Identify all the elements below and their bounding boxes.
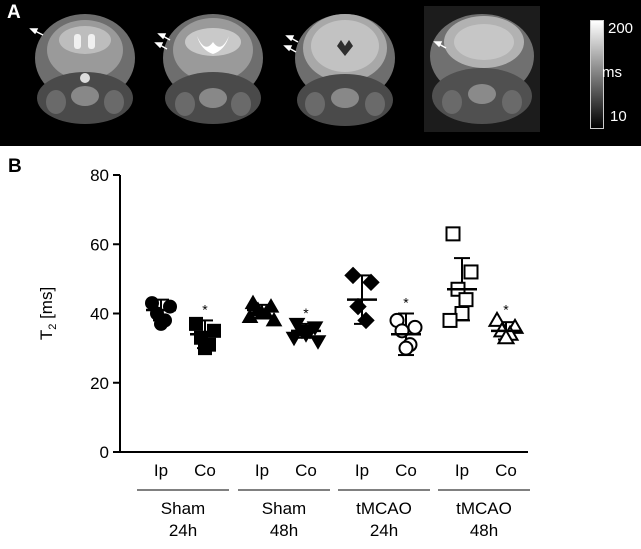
group-2-ip-point bbox=[265, 311, 283, 327]
mri-scan-panel: A bbox=[0, 0, 641, 146]
mri-scan-tmcao-24h bbox=[295, 14, 395, 126]
x-tick-label: Ip bbox=[355, 461, 369, 480]
group-label-line2: 24h bbox=[169, 521, 197, 540]
group-label-line2: 48h bbox=[470, 521, 498, 540]
y-tick-label: 40 bbox=[90, 305, 109, 324]
group-3-ip-point bbox=[357, 311, 375, 330]
x-tick-label: Ip bbox=[455, 461, 469, 480]
arrow-icon bbox=[154, 42, 164, 49]
x-tick-label: Ip bbox=[154, 461, 168, 480]
group-label-line2: 24h bbox=[370, 521, 398, 540]
group-1-co-point bbox=[189, 316, 203, 331]
arrow-icon bbox=[283, 45, 293, 52]
group-2-ip-point bbox=[241, 308, 259, 323]
group-label-line2: 48h bbox=[270, 521, 298, 540]
panel-a-label: A bbox=[7, 2, 21, 23]
y-axis-label: T2 [ms] bbox=[37, 287, 59, 340]
x-tick-label: Ip bbox=[255, 461, 269, 480]
arrow-icon bbox=[157, 33, 167, 40]
colorbar-unit-label: ms bbox=[602, 64, 622, 81]
group-label-line1: tMCAO bbox=[356, 499, 412, 518]
group-4-co-point bbox=[496, 328, 516, 345]
group-2-co-significance-label: * bbox=[303, 305, 309, 321]
group-4-co-point bbox=[487, 310, 507, 327]
lesion-arrows bbox=[29, 28, 447, 53]
group-label-line1: tMCAO bbox=[456, 499, 512, 518]
x-tick-label: Co bbox=[495, 461, 517, 480]
arrow-icon bbox=[433, 41, 443, 48]
group-3-co-significance-label: * bbox=[403, 295, 409, 311]
group-4-co-significance-label: * bbox=[503, 301, 509, 317]
x-tick-label: Co bbox=[194, 461, 216, 480]
group-4-ip-point bbox=[458, 292, 474, 308]
mri-scan-sham-48h bbox=[163, 14, 263, 124]
group-4-ip-point bbox=[463, 264, 479, 280]
mri-scan-sham-24h bbox=[35, 14, 135, 124]
y-tick-label: 0 bbox=[100, 443, 109, 462]
group-1-co-significance-label: * bbox=[202, 301, 208, 317]
x-tick-label: Co bbox=[295, 461, 317, 480]
group-3-ip-point bbox=[349, 297, 367, 316]
group-4-ip-point bbox=[442, 312, 458, 328]
y-tick-label: 60 bbox=[90, 235, 109, 254]
t2-scatter-chart: 0 20 40 60 80 T2 [ms] * Ip Co Sham 24h * Ip Co Sham 48h… bbox=[37, 166, 530, 540]
group-3-ip-point bbox=[362, 273, 380, 292]
group-1-co-point bbox=[198, 341, 212, 356]
group-2-co-point bbox=[309, 335, 327, 350]
group-3-co-point bbox=[398, 340, 414, 356]
group-2-ip-point bbox=[253, 304, 271, 320]
mri-scan-tmcao-48h bbox=[424, 6, 540, 132]
y-tick-label: 80 bbox=[90, 166, 109, 185]
group-4-ip-point bbox=[445, 226, 461, 242]
group-1-ip-point bbox=[154, 316, 168, 331]
colorbar-max-label: 200 bbox=[608, 20, 634, 37]
y-tick-label: 20 bbox=[90, 374, 109, 393]
panel-b-label: B bbox=[8, 156, 22, 177]
colorbar-min-label: 10 bbox=[610, 108, 627, 125]
group-label-line1: Sham bbox=[262, 499, 306, 518]
group-3-co-point bbox=[407, 319, 423, 335]
group-2-co-point bbox=[285, 331, 303, 347]
group-label-line1: Sham bbox=[161, 499, 205, 518]
group-3-ip-point bbox=[344, 266, 362, 285]
arrow-icon bbox=[285, 35, 295, 42]
arrow-icon bbox=[29, 28, 39, 35]
x-tick-label: Co bbox=[395, 461, 417, 480]
colorbar bbox=[590, 20, 604, 129]
